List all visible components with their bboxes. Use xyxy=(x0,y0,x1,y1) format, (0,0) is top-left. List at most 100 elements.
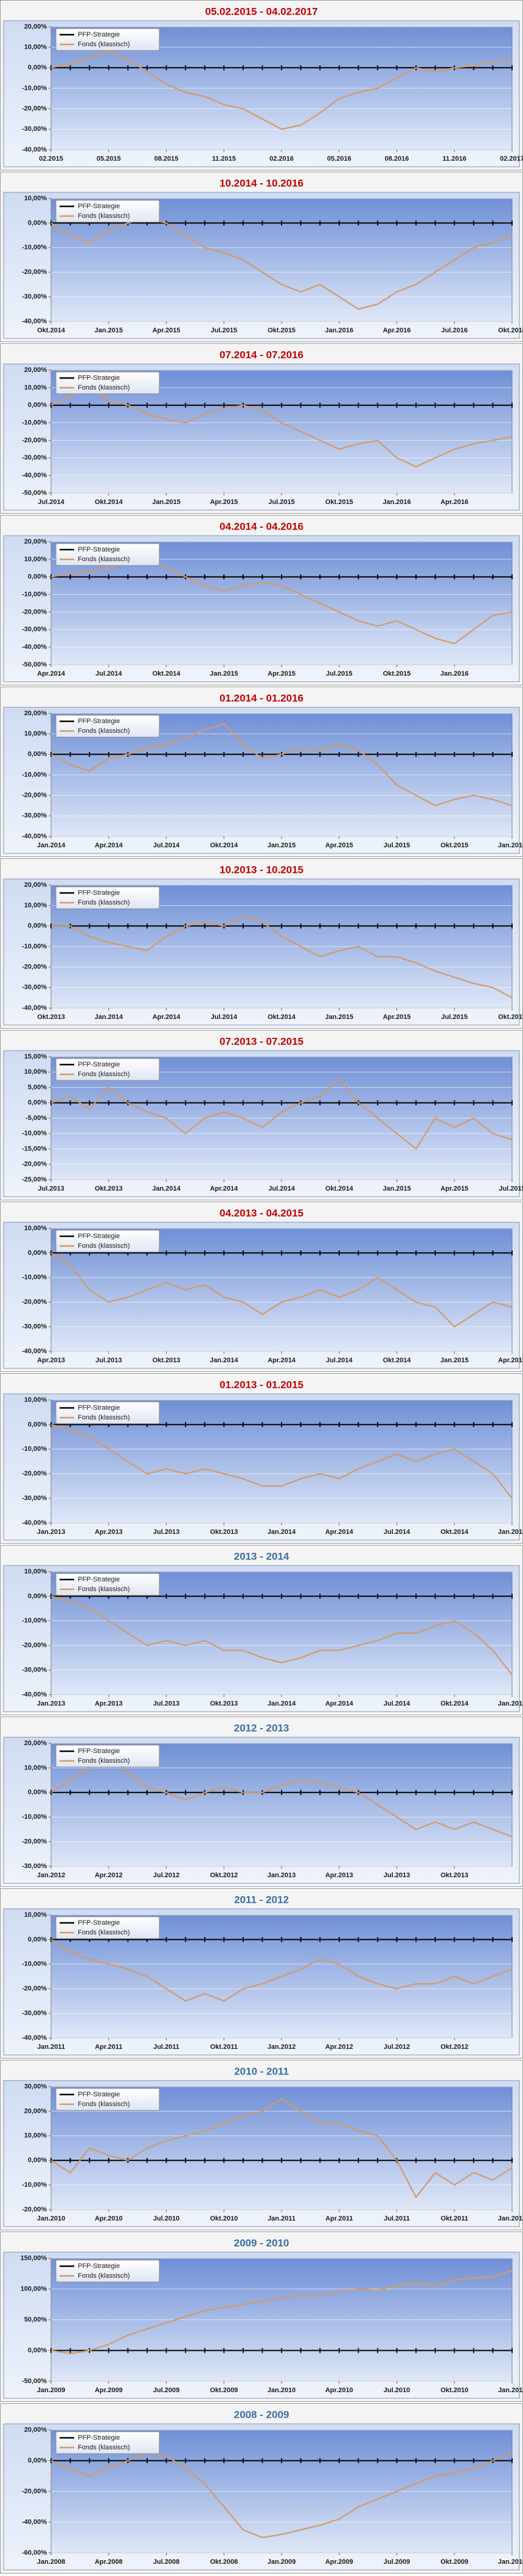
y-tick-label: 0,00% xyxy=(28,1936,47,1943)
x-tick-label: Jul.2012 xyxy=(153,1872,179,1879)
legend-label: PFP-Strategie xyxy=(78,374,120,382)
y-tick-label: 0,00% xyxy=(28,1249,47,1256)
legend-label: PFP-Strategie xyxy=(78,1233,120,1240)
x-tick-label: Okt.2009 xyxy=(440,2558,468,2566)
legend: PFP-Strategie Fonds (klassisch) xyxy=(55,1573,160,1596)
chart: 01.2014 - 01.2016 20,00% 10,00% 0,00% -10,00… xyxy=(0,687,523,857)
y-tick-label: 20,00% xyxy=(24,538,47,545)
legend-box xyxy=(55,2259,160,2283)
x-tick-label: Apr.2014 xyxy=(268,1357,296,1364)
legend-label: Fonds (klassisch) xyxy=(78,1071,130,1078)
x-tick-label: Okt.2014 xyxy=(325,1185,354,1192)
x-tick-label: Jan.2009 xyxy=(268,2558,296,2566)
x-tick-label: Jul.2014 xyxy=(384,1528,410,1536)
y-tick-label: 20,00% xyxy=(24,710,47,717)
x-tick-label: Okt.2012 xyxy=(210,1872,238,1879)
chart-title: 07.2013 - 07.2015 xyxy=(220,1035,303,1047)
x-tick-label: Okt.2015 xyxy=(440,842,468,849)
y-tick-label: -40,00% xyxy=(22,2518,47,2525)
x-tick-label: Okt.2014 xyxy=(95,499,123,506)
y-tick-label: 10,00% xyxy=(24,556,47,563)
series-line xyxy=(50,2452,513,2538)
legend-label: Fonds (klassisch) xyxy=(78,899,130,906)
chart: 01.2013 - 01.2015 10,00% 0,00% -10,00% -20,0… xyxy=(0,1373,523,1544)
series-line xyxy=(51,915,513,999)
x-tick-label: Jan.2015 xyxy=(383,1185,410,1192)
legend: PFP-Strategie Fonds (klassisch) xyxy=(55,1916,160,1939)
legend-label: Fonds (klassisch) xyxy=(78,1757,130,1765)
y-tick-label: -10,00% xyxy=(22,2182,47,2189)
y-tick-label: -20,00% xyxy=(22,964,47,971)
x-tick-label: Apr.2014 xyxy=(153,1013,181,1021)
legend-box xyxy=(55,28,160,51)
chart: 2009 - 2010 150,00% 100,00% 50,00% 0,00% -50,… xyxy=(0,2231,523,2402)
y-tick-label: 20,00% xyxy=(24,881,47,889)
legend-label: PFP-Strategie xyxy=(78,1576,120,1583)
x-tick-label: Jan.2009 xyxy=(37,2387,65,2394)
legend: PFP-Strategie Fonds (klassisch) xyxy=(55,2088,160,2111)
legend-box xyxy=(55,1401,160,1424)
x-tick-label: Jan.2015 xyxy=(325,1013,353,1021)
x-tick-label: Jan.2014 xyxy=(268,1528,296,1536)
x-tick-label: Okt.2012 xyxy=(440,2043,468,2051)
y-tick-label: -30,00% xyxy=(22,293,47,301)
y-tick-label: -40,00% xyxy=(22,472,47,479)
x-tick-label: Okt.2014 xyxy=(268,1013,296,1021)
legend: PFP-Strategie Fonds (klassisch) xyxy=(55,1230,160,1253)
chart-title: 2011 - 2012 xyxy=(234,1894,289,1905)
y-tick-label: -10,00% xyxy=(22,590,47,598)
y-tick-label: 10,00% xyxy=(24,1225,47,1232)
y-tick-label: -30,00% xyxy=(22,1667,47,1674)
y-tick-label: -20,00% xyxy=(22,1642,47,1649)
chart-title: 2009 - 2010 xyxy=(234,2237,289,2249)
y-tick-label: -10,00% xyxy=(22,1813,47,1821)
x-tick-label: Apr.2014 xyxy=(325,1528,354,1536)
x-tick-label: Apr.2010 xyxy=(325,2387,353,2394)
x-tick-label: Okt.2016 xyxy=(498,327,523,334)
x-tick-label: Jan.2010 xyxy=(268,2387,296,2394)
x-tick-label: Jul.2014 xyxy=(384,1700,410,1707)
y-tick-label: -10,00% xyxy=(22,1617,47,1625)
y-tick-label: -40,00% xyxy=(22,1004,47,1012)
y-tick-label: 10,00% xyxy=(24,44,47,51)
legend-label: Fonds (klassisch) xyxy=(78,727,130,735)
x-tick-label: Jul.2015 xyxy=(442,1013,468,1021)
x-tick-label: 11.2016 xyxy=(443,155,466,163)
x-tick-label: Jul.2010 xyxy=(384,2387,410,2394)
legend-box xyxy=(55,1745,160,1768)
series-line xyxy=(50,2270,513,2354)
x-tick-label: Okt.2009 xyxy=(210,2387,238,2394)
legend: PFP-Strategie Fonds (klassisch) xyxy=(55,2431,160,2454)
chart-title: 2010 - 2011 xyxy=(234,2065,289,2077)
y-tick-label: 20,00% xyxy=(24,1740,47,1747)
legend-label: PFP-Strategie xyxy=(78,1404,120,1412)
x-tick-label: Jan.2015 xyxy=(210,670,238,677)
x-tick-label: Jan.2015 xyxy=(440,1357,468,1364)
x-tick-label: 11.2015 xyxy=(212,155,236,163)
y-tick-label: 0,00% xyxy=(28,1099,47,1107)
y-tick-label: 10,00% xyxy=(24,384,47,391)
x-tick-label: Apr.2015 xyxy=(498,1357,523,1364)
x-tick-label: Jan.2014 xyxy=(152,1185,181,1192)
x-tick-label: Jul.2013 xyxy=(153,1528,179,1536)
y-tick-label: -25,00% xyxy=(22,1176,47,1183)
x-tick-label: Okt.2015 xyxy=(498,1013,523,1021)
x-tick-label: Okt.2013 xyxy=(210,1700,238,1707)
x-tick-label: Jan.2013 xyxy=(268,1872,296,1879)
x-tick-label: Jul.2014 xyxy=(268,1185,295,1192)
legend-label: PFP-Strategie xyxy=(78,718,120,725)
x-tick-label: 08.2015 xyxy=(154,155,179,163)
y-tick-label: -40,00% xyxy=(22,1691,47,1698)
legend-box xyxy=(55,715,160,738)
x-tick-label: Okt.2013 xyxy=(95,1185,123,1192)
x-tick-label: Jan.2014 xyxy=(210,1357,238,1364)
x-tick-label: Jul.2008 xyxy=(153,2558,179,2566)
legend-label: Fonds (klassisch) xyxy=(78,2272,130,2280)
y-tick-label: 20,00% xyxy=(24,2426,47,2434)
legend-box xyxy=(55,1916,160,1939)
legend-box xyxy=(55,2431,160,2454)
chart-title: 2008 - 2009 xyxy=(234,2409,289,2420)
y-tick-label: -10,00% xyxy=(22,244,47,251)
y-tick-label: -20,00% xyxy=(22,792,47,799)
x-tick-label: Apr.2013 xyxy=(325,1872,353,1879)
